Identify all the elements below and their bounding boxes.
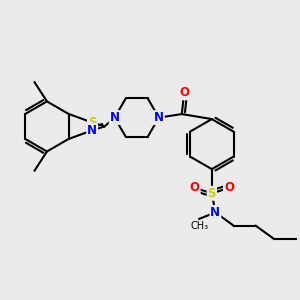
Text: O: O xyxy=(190,182,200,194)
Text: S: S xyxy=(208,187,216,200)
Text: N: N xyxy=(210,206,220,219)
Text: N: N xyxy=(110,111,120,124)
Text: N: N xyxy=(87,124,97,137)
Text: S: S xyxy=(88,116,96,129)
Text: N: N xyxy=(154,111,164,124)
Text: O: O xyxy=(224,182,234,194)
Text: O: O xyxy=(179,86,189,99)
Text: CH₃: CH₃ xyxy=(190,221,208,231)
